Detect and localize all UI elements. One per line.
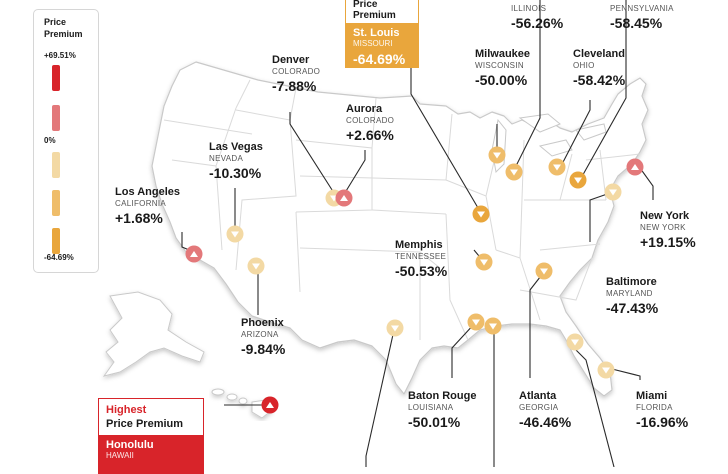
legend-swatch-3 [52, 152, 60, 178]
marker-phoenix[interactable] [247, 257, 265, 275]
legend-swatch-4 [52, 190, 60, 216]
lowest-premium-box: Price Premium St. Louis MISSOURI -64.69% [345, 0, 419, 68]
great-lakes-shape [491, 113, 607, 174]
marker-memphis[interactable] [475, 253, 493, 271]
marker-honolulu[interactable] [261, 396, 279, 414]
marker-aurora[interactable] [335, 189, 353, 207]
marker-pittsburgh[interactable] [569, 171, 587, 189]
city-label-baton-rouge: Baton Rouge LOUISIANA -50.01% [408, 390, 477, 430]
state-borders [163, 79, 641, 341]
city-label-los-angeles: Los Angeles CALIFORNIA +1.68% [115, 186, 180, 226]
highest-box-header-2: Price Premium [106, 418, 184, 430]
city-label-phoenix: Phoenix ARIZONA -9.84% [241, 317, 286, 357]
marker-chicago[interactable] [505, 163, 523, 181]
city-label-denver: Denver COLORADO -7.88% [272, 54, 321, 94]
marker-atlanta[interactable] [535, 262, 553, 280]
alaska-shape [102, 291, 205, 377]
city-label-atlanta: Atlanta GEORGIA -46.46% [519, 390, 572, 430]
legend-swatch-1 [52, 65, 60, 91]
city-label-las-vegas: Las Vegas NEVADA -10.30% [209, 141, 263, 181]
marker-baton-rouge[interactable] [467, 313, 485, 331]
marker-new-orleans[interactable] [484, 317, 502, 335]
city-label-memphis: Memphis TENNESSEE -50.53% [395, 239, 448, 279]
highest-box-state: HAWAII [106, 451, 134, 460]
legend-min-label: -64.69% [44, 253, 74, 262]
marker-milwaukee[interactable] [488, 146, 506, 164]
marker-los-angeles[interactable] [185, 245, 203, 263]
marker-new-york[interactable] [626, 158, 644, 176]
marker-cleveland[interactable] [548, 158, 566, 176]
highest-box-city: Honolulu [106, 439, 154, 451]
city-label-new-york: New York NEW YORK +19.15% [640, 210, 696, 250]
lowest-box-value: -64.69% [353, 51, 406, 67]
marker-baltimore[interactable] [604, 183, 622, 201]
lowest-box-header: Price Premium [346, 0, 418, 23]
legend-title: Price Premium [44, 17, 83, 39]
marker-orlando[interactable] [566, 333, 584, 351]
legend-max-label: +69.51% [44, 51, 76, 60]
city-label-chicago: ILLINOIS -56.26% [511, 4, 564, 32]
legend-mid-label: 0% [44, 136, 56, 145]
highest-box-header-1: Highest [106, 404, 147, 416]
city-label-milwaukee: Milwaukee WISCONSIN -50.00% [475, 48, 531, 88]
price-premium-legend: Price Premium +69.51% 0% -64.69% [33, 9, 99, 273]
city-label-miami: Miami FLORIDA -16.96% [636, 390, 689, 430]
legend-swatch-2 [52, 105, 60, 131]
lowest-box-state: MISSOURI [353, 39, 393, 48]
highest-premium-box: Highest Price Premium Honolulu HAWAII [98, 398, 204, 474]
legend-swatch-5 [52, 228, 60, 254]
marker-st-louis[interactable] [472, 205, 490, 223]
city-label-pittsburgh: PENNSYLVANIA -58.45% [610, 4, 674, 32]
city-label-aurora: Aurora COLORADO +2.66% [346, 103, 395, 143]
marker-las-vegas[interactable] [226, 225, 244, 243]
city-label-baltimore: Baltimore MARYLAND -47.43% [606, 276, 659, 316]
marker-houston[interactable] [386, 319, 404, 337]
lowest-box-city: St. Louis [353, 27, 400, 39]
marker-miami[interactable] [597, 361, 615, 379]
city-label-cleveland: Cleveland OHIO -58.42% [573, 48, 626, 88]
leader-lines [181, 0, 654, 467]
